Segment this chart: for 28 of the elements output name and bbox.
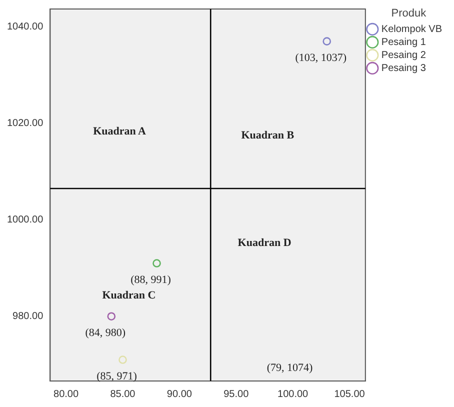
x-tick-label: 100.00	[278, 388, 309, 400]
point	[322, 37, 332, 46]
annotation: (88, 991)	[130, 274, 172, 286]
point	[107, 312, 116, 320]
point	[152, 259, 161, 268]
y-tick-label: 1040.00	[6, 22, 44, 33]
annotation: Kuadran A	[93, 126, 146, 138]
annotation: (85, 971)	[96, 370, 138, 383]
annotation: (79, 1074)	[266, 362, 313, 374]
x-tick-label: 95.00	[224, 388, 250, 400]
annotation: Kuadran B	[241, 129, 295, 142]
y-tick-label: 1000.00	[6, 214, 44, 226]
legend-label: Pesaing 2	[381, 50, 426, 61]
y-tick-label: 980.00	[12, 311, 44, 322]
legend-label: Pesaing 1	[381, 36, 426, 48]
x-tick-label: 105.00	[334, 388, 366, 400]
x-tick-label: 90.00	[166, 388, 192, 400]
legend-label: Kelompok VB	[381, 24, 442, 35]
x-tick-label: 85.00	[110, 388, 136, 400]
annotation: (103, 1037)	[295, 52, 347, 64]
y-tick-label: 1020.00	[6, 118, 44, 130]
legend-label: Pesaing 3	[381, 62, 426, 74]
annotation: (84, 980)	[85, 327, 126, 340]
x-tick-label: 80.00	[54, 388, 79, 400]
point	[118, 356, 127, 364]
annotation: Kuadran D	[238, 237, 292, 250]
legend-title: Produk	[391, 8, 427, 20]
annotation: Kuadran C	[102, 289, 156, 302]
